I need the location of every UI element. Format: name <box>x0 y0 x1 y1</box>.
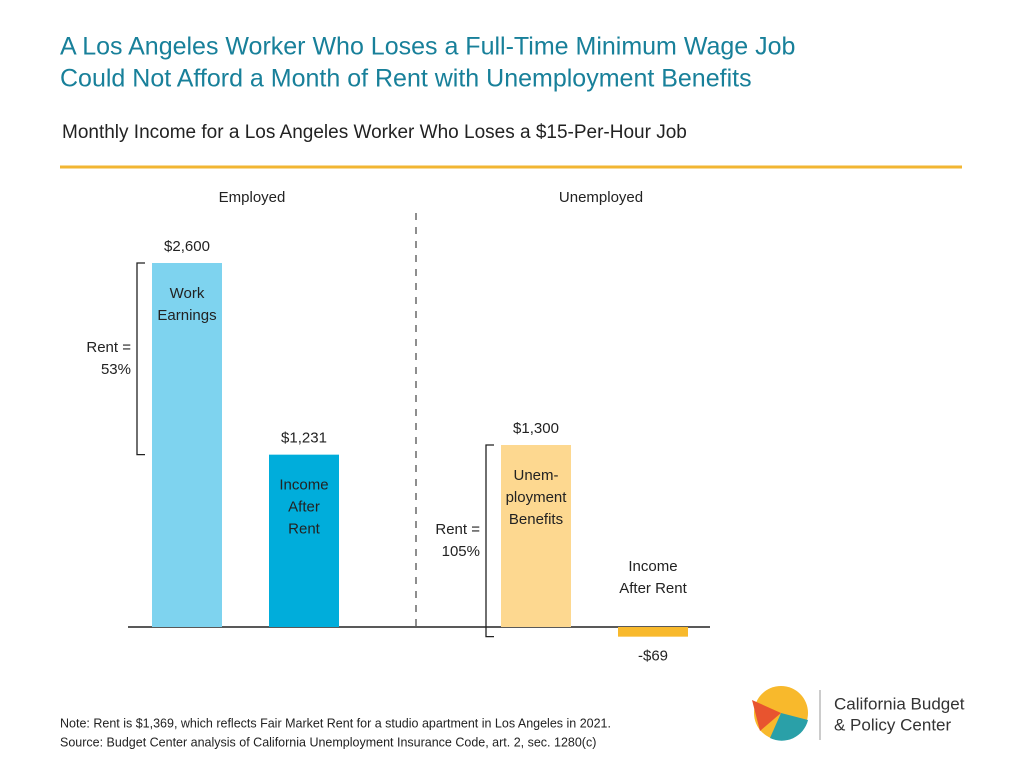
bar <box>501 445 571 627</box>
value-label: -$69 <box>638 648 668 665</box>
chart-title: Could Not Afford a Month of Rent with Un… <box>60 65 752 93</box>
group-label: Unemployed <box>559 189 643 206</box>
category-label: ployment <box>506 489 568 506</box>
value-label: $2,600 <box>164 238 210 255</box>
chart-subtitle: Monthly Income for a Los Angeles Worker … <box>62 122 687 143</box>
category-label: After Rent <box>619 580 687 597</box>
value-label: $1,231 <box>281 430 327 447</box>
category-label: After <box>288 499 320 516</box>
bar <box>618 627 688 637</box>
category-label: Benefits <box>509 511 563 528</box>
rent-annotation: Rent = <box>86 339 131 356</box>
logo-text: California Budget <box>834 694 965 713</box>
rent-annotation: Rent = <box>435 521 480 538</box>
bar <box>269 454 339 627</box>
rent-bracket <box>485 444 494 638</box>
category-label: Rent <box>288 521 321 538</box>
note: Note: Rent is $1,369, which reflects Fai… <box>60 716 611 730</box>
rent-annotation: 105% <box>442 543 480 560</box>
chart-title: A Los Angeles Worker Who Loses a Full-Ti… <box>60 33 795 61</box>
logo-icon <box>752 686 808 741</box>
category-label: Unem- <box>513 467 558 484</box>
category-label: Work <box>170 285 205 302</box>
category-label: Income <box>628 558 677 575</box>
rent-annotation: 53% <box>101 361 131 378</box>
category-label: Earnings <box>157 307 216 324</box>
bar <box>152 263 222 627</box>
source: Source: Budget Center analysis of Califo… <box>60 735 596 749</box>
group-label: Employed <box>219 189 286 206</box>
category-label: Income <box>279 477 328 494</box>
rent-bracket <box>136 262 145 456</box>
value-label: $1,300 <box>513 420 559 437</box>
logo-text: & Policy Center <box>834 715 951 734</box>
